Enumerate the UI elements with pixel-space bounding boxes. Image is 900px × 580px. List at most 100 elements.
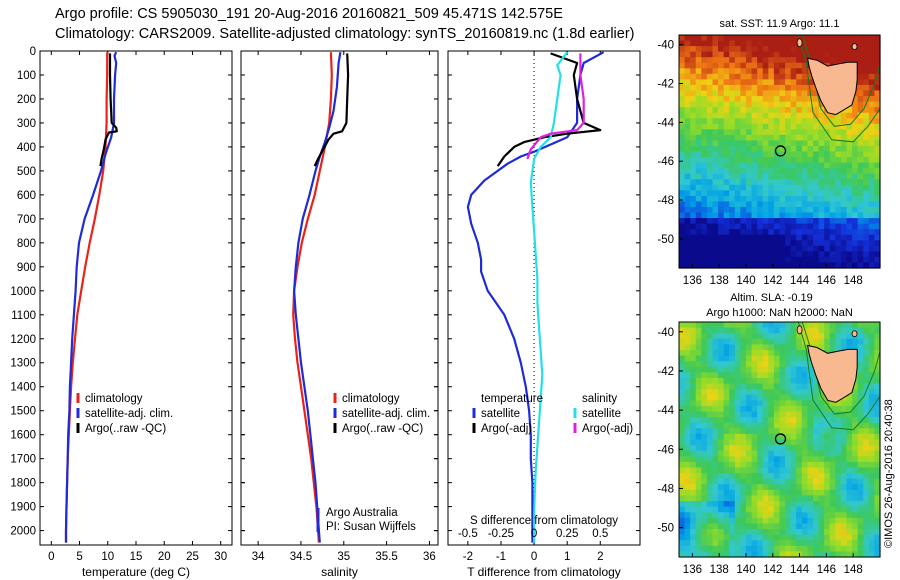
map-cell: [868, 245, 876, 252]
map-cell: [779, 212, 786, 219]
map-cell: [768, 400, 775, 407]
map-cell: [829, 35, 836, 42]
map-cell: [723, 344, 730, 351]
map-cell: [857, 251, 864, 258]
map-cell: [801, 450, 809, 457]
map-cell: [729, 40, 736, 47]
map-cell: [829, 51, 836, 58]
map-cell: [807, 484, 814, 491]
map-cell: [679, 251, 686, 258]
map-cell: [757, 168, 764, 175]
map-cell: [762, 107, 769, 114]
map-cell: [829, 190, 836, 197]
map-cell: [829, 506, 836, 513]
temperature-panel-legend-label: Argo(..raw -QC): [85, 423, 166, 435]
map-cell: [835, 540, 842, 547]
map-cell: [684, 377, 691, 385]
map-cell: [785, 433, 792, 441]
map-cell: [729, 428, 736, 435]
map-cell: [757, 344, 764, 351]
map-cell: [729, 184, 736, 191]
map-cell: [818, 422, 825, 429]
map-cell: [729, 383, 736, 390]
x-tick-label: 5: [76, 551, 82, 563]
map-cell: [690, 417, 697, 424]
map-cell: [863, 411, 870, 418]
map-cell: [723, 400, 730, 407]
map-cell: [695, 157, 702, 164]
map-cell: [695, 433, 702, 441]
map-cell: [729, 489, 736, 497]
map-cell: [762, 405, 769, 413]
map-cell: [695, 417, 702, 424]
map-cell: [863, 495, 870, 502]
sst-map-title: sat. SST: 11.9 Argo: 11.1: [719, 18, 839, 30]
map-cell: [813, 245, 820, 252]
map-cell: [718, 551, 725, 558]
map-cell: [768, 501, 775, 508]
map-cell: [796, 461, 803, 469]
map-cell: [801, 46, 809, 53]
map-cell: [857, 57, 864, 64]
map-cell: [785, 123, 792, 130]
map-cell: [790, 333, 797, 340]
map-cell: [807, 51, 814, 58]
map-cell: [835, 35, 842, 42]
map-cell: [746, 517, 753, 525]
map-cell: [746, 344, 753, 351]
map-cell: [846, 450, 853, 457]
map-cell: [768, 473, 775, 480]
map-cell: [824, 168, 831, 175]
map-cell: [813, 405, 820, 413]
map-cell: [813, 46, 820, 53]
map-cell: [701, 456, 708, 463]
map-cell: [768, 134, 775, 142]
map-cell: [718, 389, 725, 396]
map-cell: [857, 489, 864, 497]
map-cell: [757, 190, 764, 197]
map-cell: [790, 190, 797, 197]
map-cell: [695, 489, 702, 497]
map-cell: [751, 377, 758, 385]
map-cell: [690, 79, 697, 86]
map-cell: [796, 68, 803, 75]
map-cell: [723, 90, 730, 97]
map-cell: [773, 389, 781, 396]
map-cell: [706, 73, 714, 80]
map-cell: [768, 151, 775, 158]
map-cell: [874, 417, 881, 424]
map-cell: [734, 134, 742, 142]
map-cell: [863, 256, 870, 264]
map-cell: [857, 389, 864, 396]
map-cell: [718, 512, 725, 519]
map-cell: [813, 234, 820, 241]
map-cell: [807, 327, 814, 334]
map-cell: [857, 433, 864, 441]
map-cell: [840, 322, 848, 329]
map-cell: [785, 445, 792, 452]
map-cell: [695, 195, 702, 203]
map-cell: [852, 445, 859, 452]
map-cell: [757, 506, 764, 513]
map-cell: [751, 433, 758, 441]
map-cell: [751, 118, 758, 125]
map-cell: [874, 240, 881, 247]
map-cell: [874, 349, 881, 357]
map-cell: [874, 129, 881, 136]
map-cell: [785, 372, 792, 379]
map-cell: [807, 123, 814, 130]
map-cell: [785, 517, 792, 525]
map-cell: [785, 62, 792, 69]
map-cell: [706, 383, 714, 390]
y-tick-label: 1100: [11, 310, 36, 322]
map-cell: [734, 162, 742, 169]
map-cell: [868, 79, 876, 86]
map-cell: [695, 473, 702, 480]
map-cell: [852, 529, 859, 536]
map-cell: [813, 400, 820, 407]
map-cell: [790, 35, 797, 42]
map-cell: [813, 333, 820, 340]
map-cell: [813, 529, 820, 536]
map-cell: [695, 229, 702, 236]
map-cell: [846, 322, 853, 329]
